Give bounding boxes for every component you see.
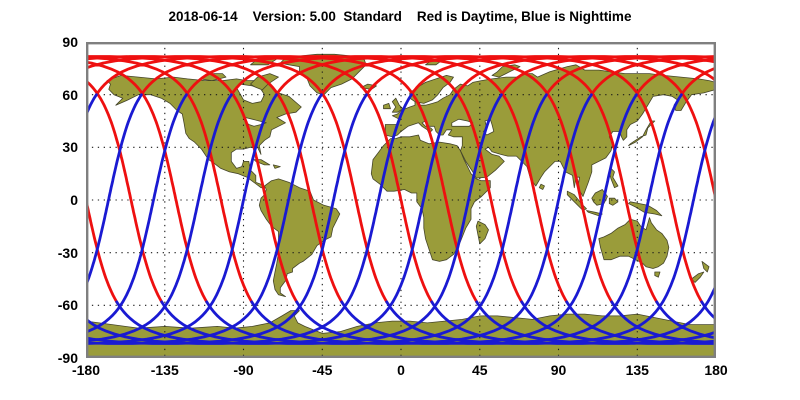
land-great-britain — [391, 97, 404, 113]
nighttime-track — [86, 93, 716, 345]
nighttime-track — [86, 93, 368, 345]
x-tick-label: -180 — [71, 362, 101, 378]
y-tick-label: 0 — [70, 192, 78, 208]
x-tick-label: 45 — [471, 362, 488, 378]
x-tick-label: -135 — [150, 362, 179, 378]
x-tick-label: 180 — [704, 362, 728, 378]
water-hudson-bay — [236, 83, 265, 104]
y-tick-label: 90 — [62, 34, 78, 50]
land-australia — [598, 217, 670, 269]
land-new-zealand-south — [691, 271, 705, 283]
x-tick-label: 90 — [550, 362, 567, 378]
x-tick-label: 0 — [397, 362, 405, 378]
land-sulawesi — [608, 197, 619, 206]
land-new-zealand-north — [701, 261, 710, 273]
chart-title: 2018-06-14 Version: 5.00 Standard Red is… — [168, 9, 632, 24]
plot-frame — [86, 42, 716, 358]
y-tick-label: -90 — [57, 350, 78, 366]
plot-area — [86, 42, 716, 358]
x-tick-label: 135 — [625, 362, 649, 378]
y-tick-label: 60 — [62, 86, 78, 103]
land-japan — [628, 120, 656, 146]
x-tick-label: -45 — [312, 362, 333, 378]
y-tick-label: 30 — [62, 139, 78, 156]
land-hispaniola — [272, 164, 281, 169]
land-south-america — [258, 178, 341, 297]
y-tick-label: -30 — [57, 244, 78, 261]
land-madagascar — [475, 220, 489, 245]
x-tick-label: -90 — [233, 362, 254, 378]
land-sri-lanka — [538, 183, 545, 190]
y-tick-label: -60 — [57, 297, 78, 314]
land-tasmania — [654, 271, 661, 278]
land-new-guinea — [628, 201, 663, 217]
land-ireland — [383, 103, 391, 110]
